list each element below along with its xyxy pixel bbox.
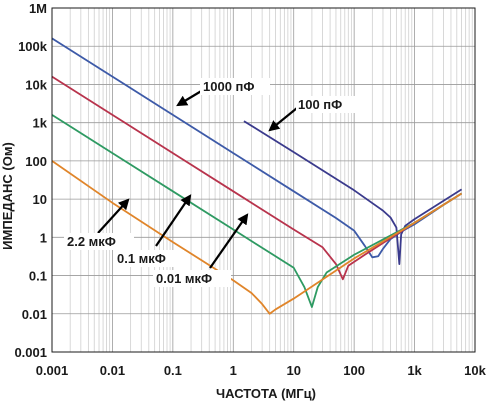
y-axis-title: ИМПЕДАНС (Ом) bbox=[0, 142, 15, 250]
series-line-0-01-мкФ bbox=[51, 75, 463, 281]
label-bg-0-01uf bbox=[153, 270, 231, 287]
arrow-0-1uf bbox=[155, 194, 192, 247]
x-tick-label: 100 bbox=[343, 363, 365, 378]
arrow-0-01uf bbox=[209, 213, 249, 269]
y-tick-label: 0.01 bbox=[22, 307, 47, 322]
arrow-100pf bbox=[268, 107, 298, 132]
series-line-100-пФ bbox=[243, 120, 463, 265]
y-tick-label: 100k bbox=[18, 39, 48, 54]
label-0-01uf: 0.01 мкФ bbox=[156, 271, 212, 286]
y-tick-label: 10 bbox=[33, 192, 47, 207]
grid bbox=[51, 8, 475, 353]
series-line-1000-пФ bbox=[51, 37, 463, 259]
x-tick-label: 10k bbox=[464, 363, 486, 378]
arrow-2-2uf bbox=[97, 198, 130, 234]
series-line-0-1-мкФ bbox=[51, 114, 463, 308]
plot-frame bbox=[51, 7, 476, 353]
label-bg-0-1uf bbox=[114, 250, 184, 267]
y-tick-label: 1k bbox=[33, 116, 48, 131]
label-bg-100pf bbox=[296, 96, 356, 113]
y-tick-label: 1M bbox=[29, 1, 47, 16]
x-tick-label: 10 bbox=[286, 363, 300, 378]
y-tick-label: 0.001 bbox=[14, 345, 47, 360]
y-tick-label: 0.1 bbox=[29, 269, 47, 284]
label-100pf: 100 пФ bbox=[298, 97, 342, 112]
annotations: 1000 пФ 100 пФ 2.2 мкФ 0.1 мкФ 0.01 мкФ bbox=[64, 78, 356, 287]
y-tick-label: 10k bbox=[25, 77, 47, 92]
y-tick-label: 100 bbox=[25, 154, 47, 169]
tick-labels: 0.001 0.01 0.1 1 10 100 1k 10k 0.001 0.01 0.1 1 10 10… bbox=[14, 1, 486, 378]
x-tick-label: 0.001 bbox=[36, 363, 69, 378]
label-1000pf: 1000 пФ bbox=[203, 79, 254, 94]
label-bg-1000pf bbox=[200, 78, 270, 95]
label-0-1uf: 0.1 мкФ bbox=[117, 251, 166, 266]
x-tick-label: 0.01 bbox=[100, 363, 125, 378]
x-tick-label: 1 bbox=[230, 363, 237, 378]
series-lines bbox=[51, 37, 463, 315]
label-bg-2-2uf bbox=[64, 233, 134, 250]
label-2-2uf: 2.2 мкФ bbox=[67, 234, 116, 249]
x-tick-label: 0.1 bbox=[164, 363, 182, 378]
arrow-1000pf bbox=[176, 89, 204, 107]
x-axis-title: ЧАСТОТА (МГц) bbox=[216, 386, 316, 401]
x-tick-label: 1k bbox=[407, 363, 422, 378]
y-tick-label: 1 bbox=[40, 230, 47, 245]
